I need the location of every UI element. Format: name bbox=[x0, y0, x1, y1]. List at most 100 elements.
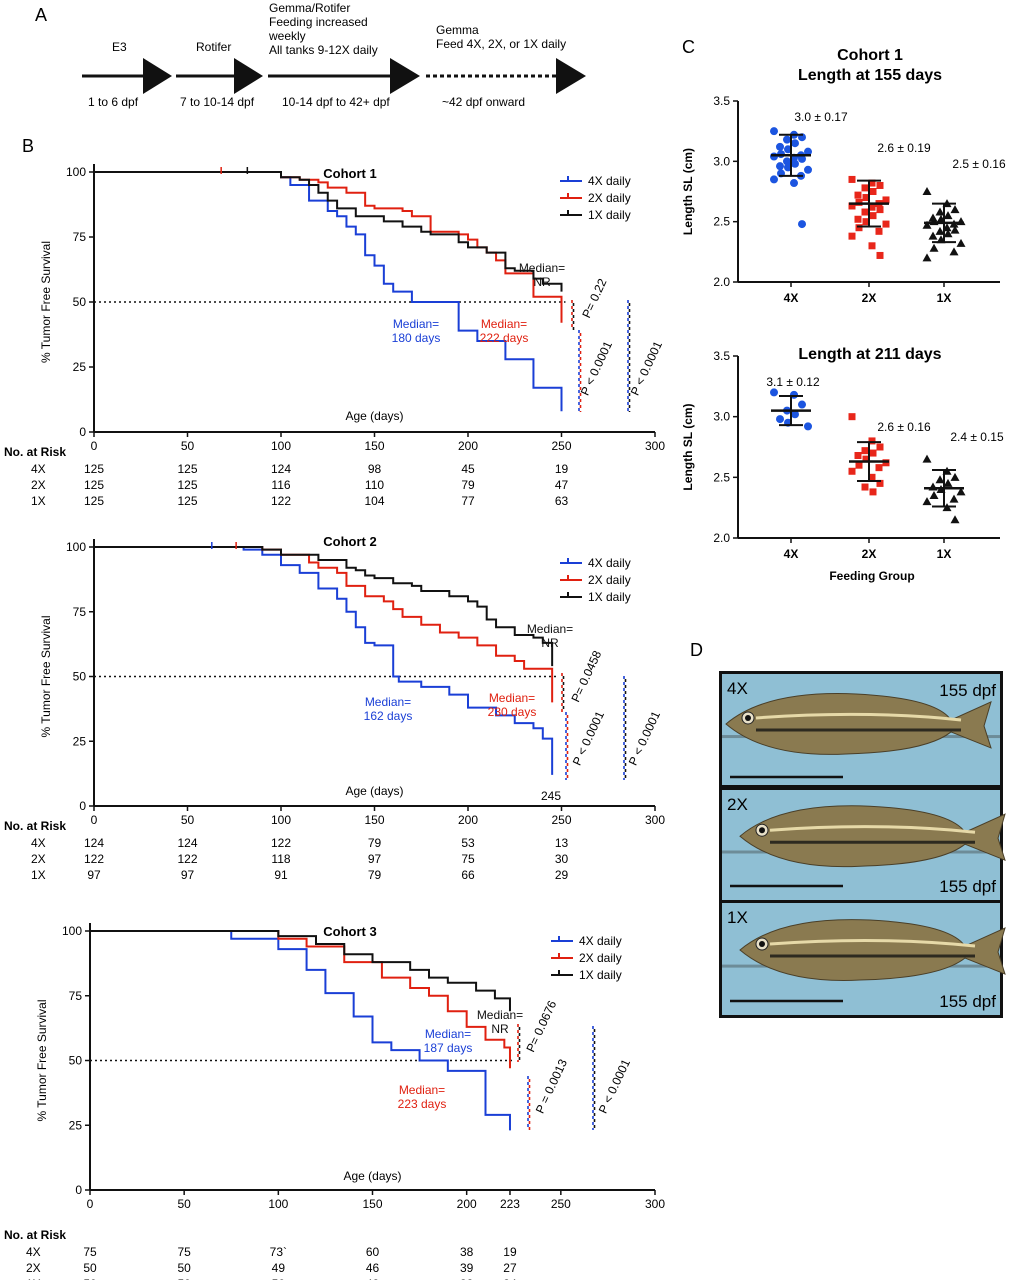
y-tick-label: 50 bbox=[69, 1054, 83, 1068]
y-tick-label: 2.5 bbox=[713, 470, 730, 484]
data-point bbox=[929, 243, 939, 252]
timeline: E3 1 to 6 dpf Rotifer 7 to 10-14 dpf Gem… bbox=[82, 1, 586, 109]
stage-4-bottom: ~42 dpf onward bbox=[442, 95, 525, 109]
risk-count: 110 bbox=[365, 478, 384, 492]
pvalue-label: P= 0.22 bbox=[579, 276, 609, 320]
data-point bbox=[876, 479, 884, 487]
y-axis-label: Length SL (cm) bbox=[681, 403, 695, 490]
data-point bbox=[776, 162, 784, 171]
chart-title: Cohort 2 bbox=[323, 534, 376, 549]
risk-group-label: 4X bbox=[26, 1245, 41, 1259]
y-tick-label: 25 bbox=[73, 360, 87, 374]
risk-count: 38 bbox=[460, 1245, 474, 1259]
pvalue-label: P = 0.0013 bbox=[533, 1057, 570, 1116]
legend-label: 4X daily bbox=[588, 174, 631, 188]
data-point bbox=[869, 449, 877, 457]
risk-count: 13 bbox=[555, 836, 569, 850]
x-tick-label: 2X bbox=[862, 291, 877, 305]
data-point bbox=[798, 154, 806, 163]
data-point bbox=[922, 497, 932, 506]
data-point bbox=[943, 478, 953, 487]
fish-stripe bbox=[769, 938, 976, 948]
data-point bbox=[935, 226, 945, 235]
data-point bbox=[855, 224, 863, 232]
median-value: 230 days bbox=[488, 705, 537, 719]
risk-count: 38 bbox=[460, 1277, 474, 1280]
data-point bbox=[868, 242, 876, 250]
risk-count: 19 bbox=[503, 1245, 517, 1259]
x-tick-label: 250 bbox=[551, 439, 571, 453]
y-tick-label: 0 bbox=[79, 425, 86, 439]
pvalue-label: P= 0.0458 bbox=[568, 648, 604, 704]
timeline-arrow-3 bbox=[390, 58, 420, 94]
fish-photo-2x: 2X 155 dpf bbox=[722, 790, 1006, 900]
pvalue-label: P < 0.0001 bbox=[578, 339, 615, 398]
data-point bbox=[798, 220, 806, 229]
y-axis-label: Length SL (cm) bbox=[681, 148, 695, 235]
data-point bbox=[882, 196, 890, 204]
stage-2-top: Rotifer bbox=[196, 40, 231, 54]
chart-title: Cohort 3 bbox=[323, 924, 376, 939]
risk-count: 98 bbox=[368, 462, 382, 476]
risk-count: 97 bbox=[368, 852, 382, 866]
risk-count: 97 bbox=[87, 868, 101, 882]
data-point bbox=[783, 157, 791, 166]
km-plot-cohort-1: 0 25 50 75 100 0 50 100 150 200 250 300 % Tumor Free… bbox=[4, 164, 665, 508]
data-point bbox=[956, 238, 966, 247]
timeline-arrow-1 bbox=[143, 58, 172, 94]
median-value: 162 days bbox=[364, 709, 413, 723]
legend-label: 2X daily bbox=[579, 951, 622, 965]
fish-photo-panel: 4X 155 dpf 2X 155 dpf 1X 155 dpf bbox=[719, 671, 1006, 1018]
legend-label: 1X daily bbox=[588, 208, 631, 222]
risk-count: 48 bbox=[366, 1277, 380, 1280]
median-label: Median= bbox=[481, 317, 527, 331]
data-point bbox=[770, 388, 778, 397]
mean-sd-annotation: 3.1 ± 0.12 bbox=[766, 375, 820, 389]
data-point bbox=[869, 188, 877, 195]
x-tick-label: 4X bbox=[784, 291, 799, 305]
risk-count: 104 bbox=[364, 494, 384, 508]
data-point bbox=[869, 488, 877, 496]
fish-group-label: 4X bbox=[727, 679, 748, 698]
data-point bbox=[804, 422, 812, 431]
scatter-title: Length at 155 days bbox=[798, 67, 942, 84]
data-point bbox=[854, 451, 862, 459]
data-point bbox=[862, 455, 870, 463]
risk-count: 63 bbox=[555, 494, 569, 508]
data-point bbox=[868, 203, 876, 211]
x-tick-label: 150 bbox=[364, 813, 384, 827]
timeline-arrow-4 bbox=[556, 58, 586, 94]
data-point bbox=[928, 231, 938, 240]
risk-header: No. at Risk bbox=[4, 445, 66, 459]
risk-count: 45 bbox=[461, 462, 475, 476]
x-tick-label: 1X bbox=[937, 547, 952, 561]
legend-label: 4X daily bbox=[588, 556, 631, 570]
risk-count: 27 bbox=[503, 1261, 517, 1275]
y-tick-label: 50 bbox=[73, 670, 87, 684]
x-tick-label: 0 bbox=[91, 439, 98, 453]
y-tick-label: 3.5 bbox=[713, 94, 730, 108]
risk-count: 60 bbox=[366, 1245, 380, 1259]
scatter-title: Cohort 1 bbox=[837, 47, 903, 64]
data-point bbox=[798, 400, 806, 409]
scatter-title: Length at 211 days bbox=[798, 346, 941, 363]
risk-count: 50 bbox=[272, 1277, 286, 1280]
km-plot-cohort-2: 0 25 50 75 100 0 50 100 150 200 250 300 % Tumor Free… bbox=[4, 534, 665, 882]
fish-group-label: 1X bbox=[727, 908, 748, 927]
risk-count: 125 bbox=[177, 478, 197, 492]
x-tick-label: 200 bbox=[458, 813, 478, 827]
y-tick-label: 0 bbox=[79, 799, 86, 813]
data-point bbox=[791, 410, 799, 419]
risk-count: 46 bbox=[366, 1261, 380, 1275]
data-point bbox=[882, 220, 890, 228]
risk-count: 122 bbox=[271, 836, 291, 850]
fish-age-label: 155 dpf bbox=[939, 681, 996, 700]
mean-sd-annotation: 2.4 ± 0.15 bbox=[950, 430, 1004, 444]
risk-count: 49 bbox=[272, 1261, 286, 1275]
risk-count: 125 bbox=[84, 494, 104, 508]
x-axis-label: Age (days) bbox=[345, 409, 403, 423]
risk-count: 73` bbox=[270, 1245, 287, 1259]
legend-label: 1X daily bbox=[588, 590, 631, 604]
risk-count: 53 bbox=[461, 836, 475, 850]
